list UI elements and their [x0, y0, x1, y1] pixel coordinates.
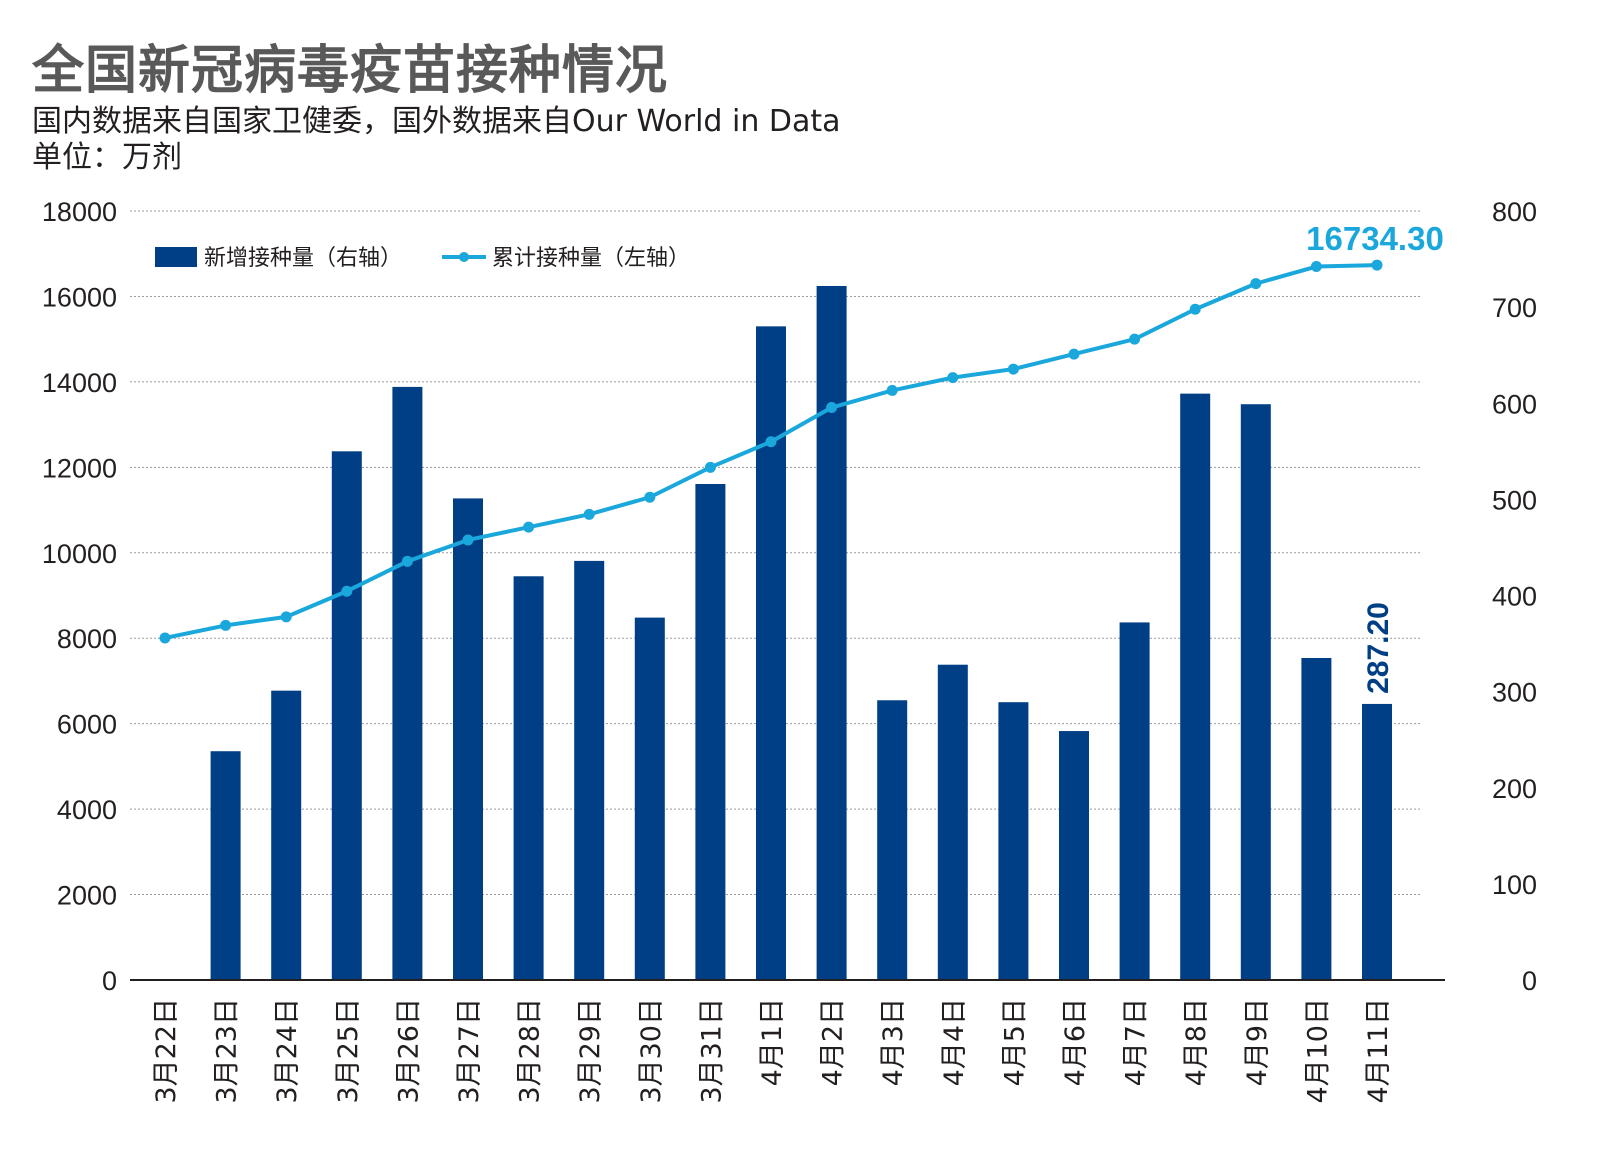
- line-point: [1068, 348, 1080, 360]
- bar: [695, 483, 726, 980]
- category-label: 4月2日: [818, 998, 849, 1086]
- left-tick-label: 4000: [57, 795, 117, 825]
- line-point: [765, 436, 777, 448]
- legend-bar-swatch: [155, 247, 197, 267]
- bar: [1240, 404, 1271, 980]
- line-point: [1371, 259, 1383, 271]
- bar: [756, 326, 786, 981]
- left-tick-label: 0: [102, 966, 117, 996]
- category-label: 3月23日: [212, 998, 243, 1104]
- line-point: [644, 491, 656, 503]
- bar: [1119, 622, 1150, 980]
- bar: [1180, 393, 1211, 980]
- category-label: 3月22日: [151, 998, 182, 1104]
- bar: [210, 751, 241, 980]
- right-tick-label: 600: [1492, 389, 1537, 419]
- line-point: [947, 372, 959, 384]
- category-labels: 3月22日 3月23日 3月24日 3月25日 3月26日 3月27日 3月28日 3月29日…: [151, 998, 1394, 1104]
- left-tick-label: 16000: [42, 282, 117, 312]
- line-last-value-label: 16734.30: [1306, 220, 1444, 257]
- line-point: [1189, 303, 1201, 315]
- bar: [1301, 657, 1332, 980]
- bar: [513, 576, 544, 980]
- right-tick-label: 500: [1492, 485, 1537, 515]
- left-axis-ticks: 0 2000 4000 6000 8000 10000 12000 14000 16000 180…: [42, 197, 117, 996]
- left-tick-label: 2000: [57, 881, 117, 911]
- bar: [877, 700, 908, 980]
- bar-last-value-label: 287.20: [1362, 602, 1395, 694]
- left-tick-label: 18000: [42, 197, 117, 227]
- line-point: [704, 461, 716, 473]
- line-series: [159, 259, 1383, 644]
- bar: [937, 664, 968, 980]
- category-label: 3月26日: [393, 998, 424, 1104]
- right-axis-ticks: 0 100 200 300 400 500 600 700 800: [1492, 197, 1537, 996]
- category-label: 4月10日: [1302, 998, 1333, 1104]
- chart-subtitle: 国内数据来自国家卫健委，国外数据来自Our World in Data: [32, 104, 841, 139]
- category-label: 3月25日: [333, 998, 364, 1104]
- line-point: [280, 611, 292, 623]
- bar: [998, 702, 1029, 980]
- line-point: [886, 384, 898, 396]
- bar: [574, 560, 605, 980]
- right-tick-label: 200: [1492, 774, 1537, 804]
- line-point: [462, 534, 474, 546]
- right-tick-label: 400: [1492, 582, 1537, 612]
- category-label: 4月11日: [1363, 998, 1394, 1104]
- left-tick-label: 14000: [42, 368, 117, 398]
- line-point: [1129, 333, 1141, 345]
- line-point: [401, 555, 413, 567]
- line-point: [159, 632, 171, 644]
- category-label: 3月24日: [272, 998, 303, 1104]
- category-label: 4月1日: [757, 998, 788, 1086]
- category-label: 4月6日: [1060, 998, 1091, 1086]
- legend-line-marker: [459, 252, 469, 262]
- line-point: [1007, 363, 1019, 375]
- bar: [1059, 731, 1089, 980]
- category-label: 3月29日: [575, 998, 606, 1104]
- left-tick-label: 12000: [42, 453, 117, 483]
- category-label: 4月3日: [878, 998, 909, 1086]
- bar: [634, 617, 665, 980]
- right-tick-label: 300: [1492, 678, 1537, 708]
- right-tick-label: 0: [1522, 966, 1537, 996]
- line-point: [523, 521, 535, 533]
- bar: [331, 451, 362, 980]
- right-tick-label: 100: [1492, 870, 1537, 900]
- line-point: [1250, 278, 1262, 290]
- left-tick-label: 10000: [42, 539, 117, 569]
- legend-bar-label: 新增接种量（右轴）: [204, 246, 402, 271]
- category-label: 4月7日: [1121, 998, 1152, 1086]
- line-point: [826, 402, 838, 414]
- category-label: 4月9日: [1242, 998, 1273, 1086]
- bar: [816, 285, 847, 980]
- bar: [392, 386, 423, 980]
- category-label: 4月5日: [999, 998, 1030, 1086]
- right-tick-label: 700: [1492, 293, 1537, 323]
- category-label: 4月4日: [939, 998, 970, 1086]
- bar-series: [210, 285, 1392, 981]
- legend: 新增接种量（右轴） 累计接种量（左轴）: [155, 246, 690, 271]
- line-point: [341, 585, 353, 597]
- left-tick-label: 6000: [57, 710, 117, 740]
- category-label: 3月28日: [515, 998, 546, 1104]
- category-label: 3月30日: [636, 998, 667, 1104]
- line-point: [583, 508, 595, 520]
- bar: [271, 690, 302, 980]
- unit-label: 单位：万剂: [32, 140, 182, 175]
- category-label: 3月27日: [454, 998, 485, 1104]
- right-tick-label: 800: [1492, 197, 1537, 227]
- line-point: [220, 619, 232, 631]
- category-label: 3月31日: [696, 998, 727, 1104]
- bar: [1362, 703, 1392, 980]
- legend-line-label: 累计接种量（左轴）: [492, 246, 690, 271]
- category-label: 4月8日: [1181, 998, 1212, 1086]
- left-tick-label: 8000: [57, 624, 117, 654]
- chart-title: 全国新冠病毒疫苗接种情况: [32, 41, 669, 101]
- line-point: [1310, 261, 1322, 273]
- bar: [453, 498, 483, 980]
